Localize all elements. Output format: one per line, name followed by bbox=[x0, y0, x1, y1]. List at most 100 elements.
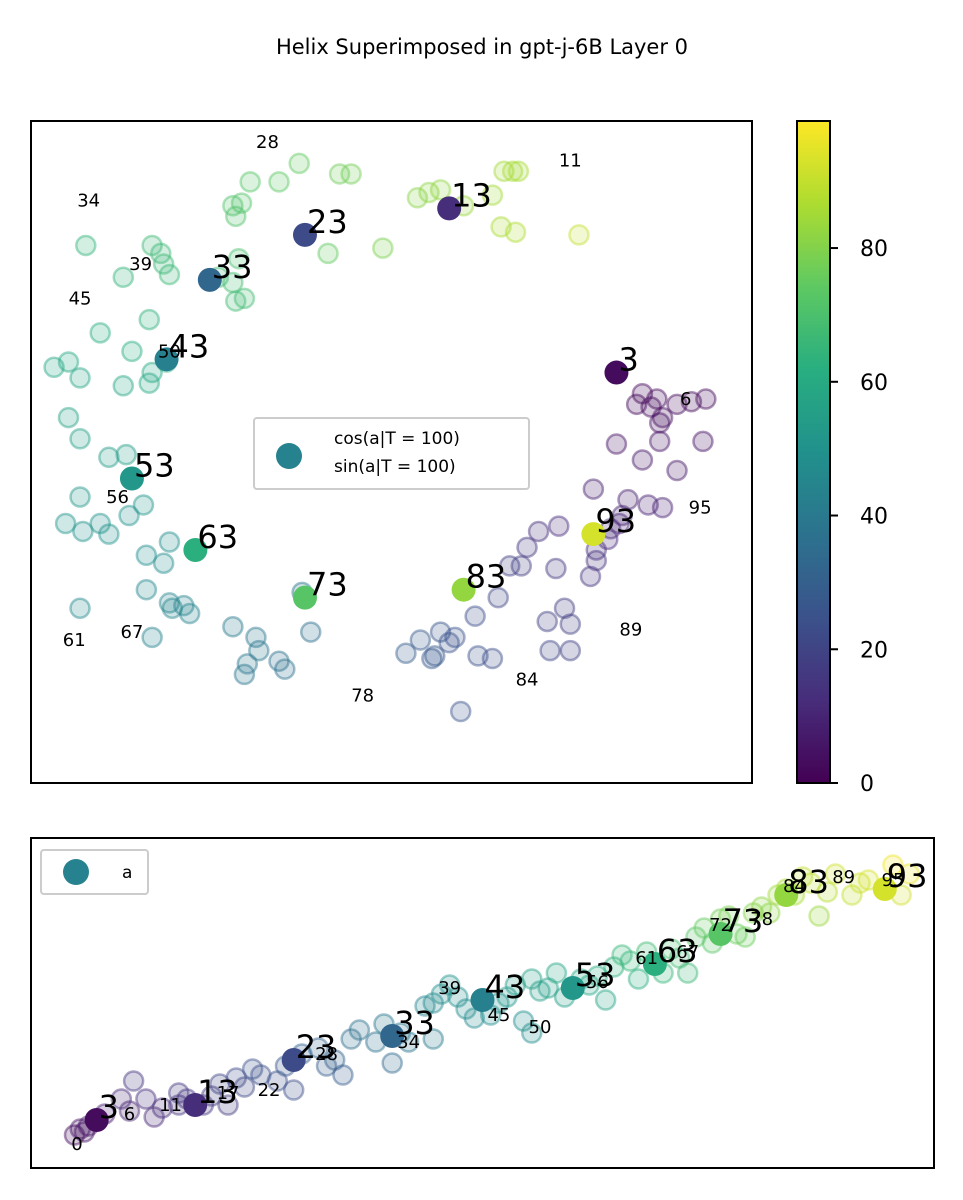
faded-point bbox=[539, 639, 561, 662]
faded-point bbox=[582, 478, 605, 500]
faded-point bbox=[69, 367, 91, 389]
point-label-small: 95 bbox=[689, 498, 712, 519]
faded-point bbox=[617, 488, 639, 511]
faded-point bbox=[666, 393, 688, 416]
faded-point bbox=[521, 1022, 543, 1044]
faded-point bbox=[545, 962, 568, 984]
faded-point bbox=[158, 531, 181, 553]
faded-point bbox=[151, 1097, 174, 1119]
faded-point bbox=[268, 650, 290, 672]
faded-point bbox=[627, 968, 650, 990]
point-label-large: 3 bbox=[618, 341, 638, 379]
faded-point bbox=[481, 647, 504, 670]
faded-point bbox=[409, 629, 432, 651]
faded-point bbox=[236, 653, 259, 675]
point-label-small: 50 bbox=[158, 341, 181, 362]
faded-point bbox=[559, 639, 582, 662]
point-label-small: 56 bbox=[586, 972, 609, 993]
point-label-small: 0 bbox=[71, 1134, 82, 1155]
highlighted-point bbox=[84, 1108, 109, 1132]
faded-point bbox=[209, 1073, 231, 1095]
highlighted-point bbox=[197, 267, 222, 292]
figure-title: Helix Superimposed in gpt-j-6B Layer 0 bbox=[276, 35, 688, 59]
faded-point bbox=[422, 992, 444, 1014]
faded-point bbox=[553, 597, 576, 619]
point-label-small: 11 bbox=[559, 151, 582, 172]
faded-point bbox=[282, 1079, 305, 1101]
faded-point bbox=[395, 642, 417, 664]
point-label-large: 73 bbox=[723, 902, 764, 940]
faded-point bbox=[233, 287, 256, 310]
faded-point bbox=[816, 881, 839, 903]
faded-point bbox=[98, 446, 120, 469]
faded-point bbox=[115, 443, 137, 466]
faded-point bbox=[75, 234, 97, 257]
faded-point bbox=[299, 621, 322, 643]
faded-point bbox=[69, 597, 91, 619]
faded-point bbox=[250, 1064, 272, 1086]
faded-point bbox=[89, 322, 111, 344]
point-label-large: 53 bbox=[134, 446, 175, 484]
faded-point bbox=[481, 184, 504, 206]
highlighted-point bbox=[708, 922, 733, 946]
colorbar-gradient bbox=[796, 120, 831, 784]
faded-point bbox=[348, 1019, 371, 1041]
faded-point bbox=[464, 605, 486, 627]
linear-scatter-panel: 3 13 23 33 43 53 63 73 83 93 0 6 11 17 22 28 34 39 45 50 56 6… bbox=[30, 837, 935, 1169]
faded-point bbox=[841, 884, 863, 906]
faded-point bbox=[340, 1028, 362, 1050]
point-label-small: 39 bbox=[129, 254, 152, 275]
point-label-large: 33 bbox=[394, 1004, 435, 1042]
faded-point bbox=[222, 271, 244, 294]
point-label-small: 39 bbox=[438, 978, 461, 999]
faded-point bbox=[112, 375, 135, 397]
point-label-small: 84 bbox=[783, 876, 806, 897]
faded-point bbox=[158, 592, 181, 614]
faded-point bbox=[507, 160, 530, 183]
faded-point bbox=[57, 351, 80, 373]
point-label-small: 78 bbox=[750, 909, 773, 930]
faded-point bbox=[527, 520, 550, 543]
highlighted-points-group bbox=[84, 877, 897, 1132]
point-label-small: 50 bbox=[529, 1017, 552, 1038]
faded-point bbox=[568, 224, 590, 246]
faded-point bbox=[605, 433, 628, 455]
faded-point bbox=[274, 658, 296, 680]
faded-point bbox=[637, 494, 659, 516]
point-label-small: 56 bbox=[106, 487, 129, 508]
highlighted-point bbox=[154, 347, 179, 372]
faded-point bbox=[178, 602, 201, 625]
faded-point bbox=[424, 645, 446, 667]
faded-point bbox=[340, 163, 362, 185]
faded-point bbox=[54, 512, 77, 535]
helix-scatter-panel: 3 13 23 33 43 53 63 73 83 93 28 11 34 39 45 50 6 56 95 61 67… bbox=[30, 120, 753, 784]
faded-point bbox=[648, 412, 671, 434]
point-label-small: 34 bbox=[77, 190, 100, 211]
faded-point bbox=[791, 866, 814, 888]
faded-point bbox=[328, 163, 351, 185]
faded-point bbox=[239, 171, 261, 193]
faded-point bbox=[152, 552, 175, 574]
faded-point bbox=[501, 160, 524, 183]
faded-point bbox=[603, 956, 625, 978]
faded-point bbox=[112, 266, 135, 288]
point-label-small: 61 bbox=[63, 630, 86, 651]
highlighted-point bbox=[183, 537, 208, 562]
faded-point bbox=[138, 308, 160, 331]
faded-point bbox=[510, 555, 533, 577]
point-label-small: 45 bbox=[69, 288, 92, 309]
faded-point bbox=[372, 237, 394, 259]
faded-point bbox=[317, 242, 339, 265]
point-label-large: 93 bbox=[595, 502, 636, 540]
faded-point bbox=[241, 1058, 264, 1080]
colorbar-tick-label: 0 bbox=[860, 772, 874, 797]
faded-point bbox=[141, 361, 163, 384]
point-label-large: 23 bbox=[296, 1028, 337, 1066]
point-label-small: 95 bbox=[882, 870, 905, 891]
legend-marker bbox=[276, 443, 302, 469]
faded-point bbox=[498, 555, 521, 577]
faded-point bbox=[315, 1055, 338, 1077]
point-label-large: 73 bbox=[307, 566, 348, 604]
legend-entry-sin: sin(a|T = 100) bbox=[334, 457, 456, 477]
